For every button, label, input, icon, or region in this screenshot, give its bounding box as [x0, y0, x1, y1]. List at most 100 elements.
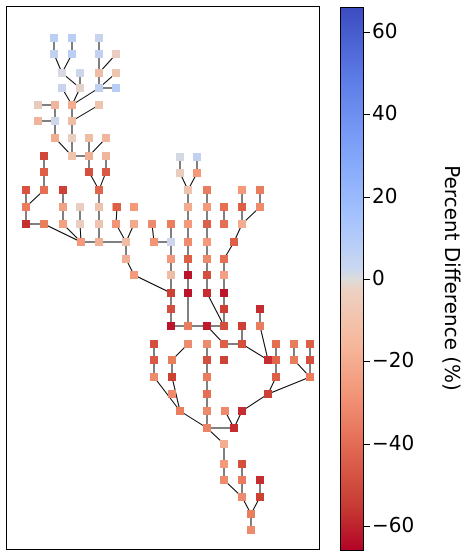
colorbar-tick-mark	[364, 361, 370, 363]
tree-node	[256, 305, 264, 313]
colorbar-title: Percent Difference (%)	[440, 165, 462, 391]
tree-node	[230, 424, 238, 432]
tree-node	[176, 407, 184, 415]
tree-edge	[71, 87, 100, 106]
tree-edge	[133, 274, 172, 294]
colorbar	[340, 7, 364, 551]
tree-node	[256, 203, 264, 211]
tree-node	[256, 493, 264, 501]
tree-node	[22, 220, 30, 228]
tree-node	[184, 238, 192, 246]
tree-node	[50, 50, 58, 58]
tree-node	[184, 255, 192, 263]
colorbar-tick-label: 40	[372, 101, 398, 126]
tree-node	[59, 203, 67, 211]
tree-node	[50, 34, 58, 42]
tree-node	[176, 153, 184, 161]
tree-node	[220, 271, 228, 279]
tree-node	[102, 152, 110, 160]
tree-node	[220, 340, 228, 348]
tree-edge	[267, 376, 311, 395]
tree-node	[203, 424, 211, 432]
tree-node	[306, 340, 314, 348]
colorbar-tick-mark	[364, 31, 370, 33]
tree-node	[168, 390, 176, 398]
colorbar-tick-label: −20	[372, 348, 415, 373]
tree-node	[76, 220, 84, 228]
tree-node	[40, 152, 48, 160]
tree-node	[112, 50, 120, 58]
tree-node	[130, 220, 138, 228]
tree-node	[34, 117, 42, 125]
tree-edge	[71, 104, 100, 122]
tree-node	[95, 101, 103, 109]
colorbar-tick-mark	[364, 526, 370, 528]
tree-node	[176, 169, 184, 177]
tree-node	[95, 220, 103, 228]
colorbar-tick-label: 60	[372, 18, 398, 43]
tree-node	[184, 203, 192, 211]
tree-node	[130, 203, 138, 211]
tree-node	[247, 510, 255, 518]
tree-node	[184, 220, 192, 228]
tree-node	[221, 407, 229, 415]
colorbar-tick-mark	[364, 196, 370, 198]
tree-node	[58, 84, 66, 92]
tree-edge	[179, 410, 208, 429]
tree-node	[203, 390, 211, 398]
tree-node	[130, 271, 138, 279]
tree-node	[150, 340, 158, 348]
tree-node	[203, 186, 211, 194]
tree-node	[203, 407, 211, 415]
tree-node	[238, 460, 246, 468]
tree-node	[203, 356, 211, 364]
tree-node	[220, 440, 228, 448]
colorbar-tick-label: 0	[372, 266, 385, 290]
tree-node	[102, 134, 110, 142]
tree-node	[203, 322, 211, 330]
tree-node	[238, 220, 246, 228]
tree-node	[184, 289, 192, 297]
tree-node	[272, 373, 280, 381]
tree-node	[230, 238, 238, 246]
tree-node	[306, 356, 314, 364]
tree-node	[68, 50, 76, 58]
tree-node	[76, 203, 84, 211]
tree-node	[102, 168, 110, 176]
tree-node	[95, 186, 103, 194]
tree-node	[256, 322, 264, 330]
tree-node	[272, 356, 280, 364]
tree-node	[40, 186, 48, 194]
tree-node	[59, 186, 67, 194]
tree-node	[148, 220, 156, 228]
tree-node	[167, 220, 175, 228]
tree-node	[85, 168, 93, 176]
colorbar-tick-label: 20	[372, 183, 398, 208]
colorbar-tick-mark	[364, 114, 370, 116]
tree-node	[167, 255, 175, 263]
tree-node	[238, 186, 246, 194]
tree-node	[220, 220, 228, 228]
tree-edge	[43, 223, 82, 243]
tree-node	[167, 289, 175, 297]
tree-node	[193, 169, 201, 177]
tree-node	[95, 69, 103, 77]
tree-node	[76, 84, 84, 92]
tree-node	[238, 493, 246, 501]
tree-node	[77, 238, 85, 246]
tree-edge	[206, 292, 225, 327]
tree-node	[22, 186, 30, 194]
tree-node	[238, 340, 246, 348]
tree-node	[51, 134, 59, 142]
tree-node	[68, 101, 76, 109]
tree-node	[203, 238, 211, 246]
tree-node	[220, 255, 228, 263]
tree-node	[168, 356, 176, 364]
tree-node	[112, 84, 120, 92]
tree-node	[203, 220, 211, 228]
tree-node	[203, 271, 211, 279]
tree-node	[238, 476, 246, 484]
tree-node	[193, 153, 201, 161]
tree-node	[220, 203, 228, 211]
tree-diagram	[22, 34, 314, 534]
